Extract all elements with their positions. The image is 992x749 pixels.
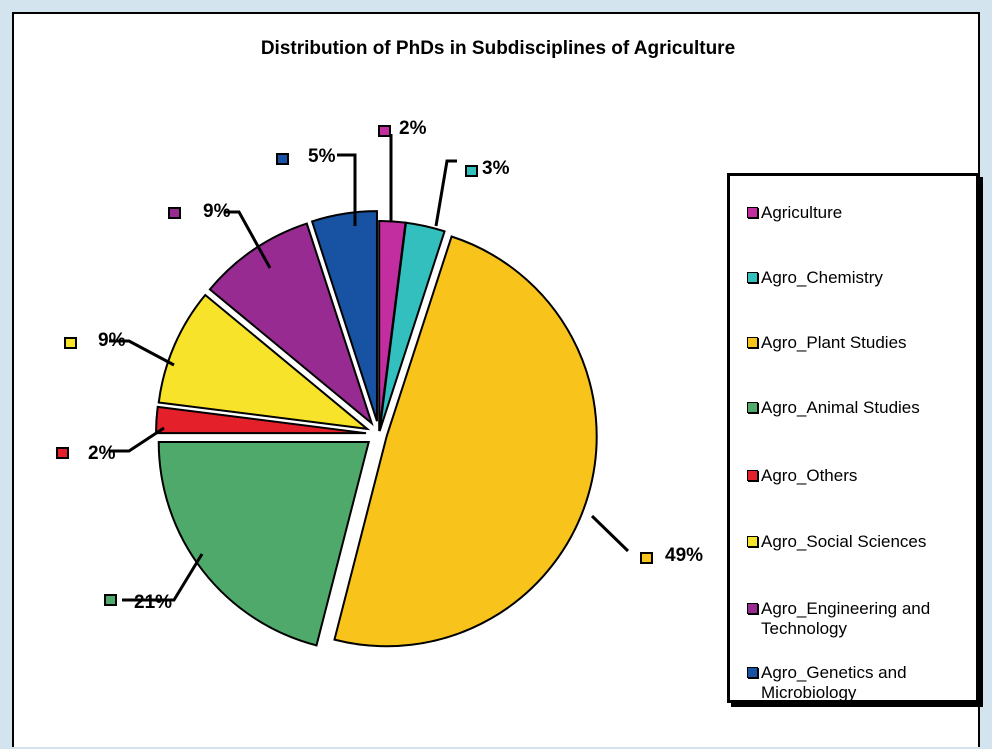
leader-line — [109, 339, 175, 367]
legend-swatch — [747, 272, 758, 283]
legend-label: Agro_Engineering and Technology — [761, 599, 931, 638]
legend-label: Agro_Social Sciences — [761, 532, 927, 551]
data-label-marker — [640, 552, 653, 564]
legend: Agriculture Agro_Chemistry Agro_Plant St… — [727, 173, 979, 703]
data-label-marker — [104, 594, 117, 606]
data-label-marker — [64, 337, 77, 349]
legend-item-agro-plant-studies: Agro_Plant Studies — [747, 333, 977, 353]
leader-line — [122, 553, 204, 602]
data-label: 21% — [134, 592, 172, 613]
data-label-marker — [276, 153, 289, 165]
pie-slice-agro-social-sciences — [157, 293, 371, 431]
chart-title: Distribution of PhDs in Subdisciplines o… — [260, 38, 736, 59]
data-label: 49% — [665, 545, 703, 566]
legend-swatch — [747, 402, 758, 413]
leader-line — [590, 514, 630, 553]
leader-line — [434, 159, 457, 227]
legend-swatch — [747, 337, 758, 348]
data-label: 9% — [98, 330, 126, 351]
legend-item-agro-engineering-and-technology: Agro_Engineering and Technology — [747, 599, 977, 639]
legend-label: Agro_Animal Studies — [761, 398, 920, 417]
legend-item-agro-animal-studies: Agro_Animal Studies — [747, 398, 977, 418]
legend-label: Agro_Plant Studies — [761, 333, 907, 352]
data-label-marker — [465, 165, 478, 177]
data-label-marker — [56, 447, 69, 459]
chart-area: Distribution of PhDs in Subdisciplines o… — [12, 12, 980, 747]
legend-swatch — [747, 470, 758, 481]
legend-swatch — [747, 207, 758, 218]
legend-item-agro-genetics-and-microbiology: Agro_Genetics and Microbiology — [747, 663, 977, 703]
legend-swatch — [747, 603, 758, 614]
legend-label: Agriculture — [761, 203, 843, 222]
pie-slice-agro-animal-studies — [157, 440, 371, 647]
legend-label: Agro_Genetics and Microbiology — [761, 663, 907, 702]
data-label-marker — [378, 125, 391, 137]
data-label: 2% — [399, 118, 427, 139]
legend-item-agro-social-sciences: Agro_Social Sciences — [747, 532, 977, 552]
pie-slice-agro-chemistry — [378, 221, 446, 432]
legend-label: Agro_Others — [761, 466, 858, 485]
data-label: 5% — [308, 146, 336, 167]
data-label: 9% — [203, 201, 231, 222]
legend-swatch — [747, 536, 758, 547]
leader-line — [109, 426, 165, 453]
pie-slice-agro-genetics-and-microbiology — [310, 210, 378, 422]
leader-line — [337, 153, 357, 226]
leader-line — [225, 210, 272, 269]
data-label-marker — [168, 207, 181, 219]
legend-item-agro-chemistry: Agro_Chemistry — [747, 268, 977, 288]
legend-label: Agro_Chemistry — [761, 268, 883, 287]
legend-item-agro-others: Agro_Others — [747, 466, 977, 486]
pie-slice-agro-engineering-and-technology — [208, 222, 374, 427]
legend-item-agriculture: Agriculture — [747, 203, 977, 223]
legend-swatch — [747, 667, 758, 678]
pie-slice-agro-plant-studies — [333, 235, 598, 648]
pie-chart: 2% 3% 49% 21% 2% 9% 9% 5% — [56, 118, 703, 648]
data-label: 3% — [482, 158, 510, 179]
data-label: 2% — [88, 443, 116, 464]
